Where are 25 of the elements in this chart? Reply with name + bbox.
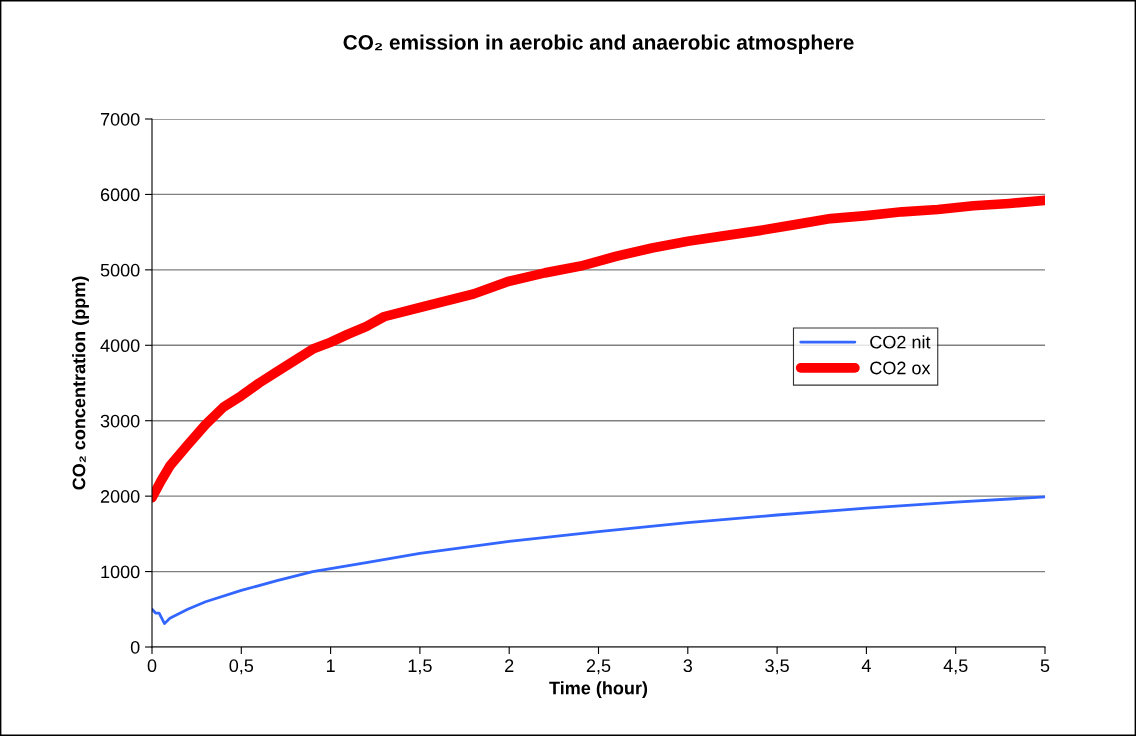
x-tick-label: 0,5 [229,659,254,675]
x-tick-label: 4 [861,659,871,672]
x-tick-label: 5 [1040,659,1050,673]
line-series [152,495,1045,626]
y-tick-label: 7000 [100,112,140,126]
y-tick-label: 4000 [100,339,140,353]
legend-label: CO2 ox [870,361,931,375]
x-tick-label: 1,5 [408,659,432,675]
y-tick-label: 6000 [100,188,140,202]
y-axis-title: CO₂ concentration (ppm) [72,276,89,490]
x-tick-label: 3 [683,659,693,673]
y-tick-label: 0 [130,640,140,654]
x-tick-label: 1 [326,659,335,672]
x-axis-title: Time (hour) [549,681,648,699]
y-tick-label: 5000 [100,263,140,277]
legend-label: CO2 nit [870,335,931,349]
y-tick-label: 1000 [101,565,140,579]
x-tick-label: 2 [505,659,514,672]
chart-title: CO₂ emission in aerobic and anaerobic atmosphere [343,34,854,54]
x-tick-label: 0 [147,659,157,673]
x-tick-label: 4,5 [943,659,968,675]
y-tick-label: 2000 [100,490,140,503]
y-tick-label: 3000 [100,414,140,428]
x-tick-label: 2,5 [586,659,611,675]
x-tick-label: 3,5 [765,659,789,675]
